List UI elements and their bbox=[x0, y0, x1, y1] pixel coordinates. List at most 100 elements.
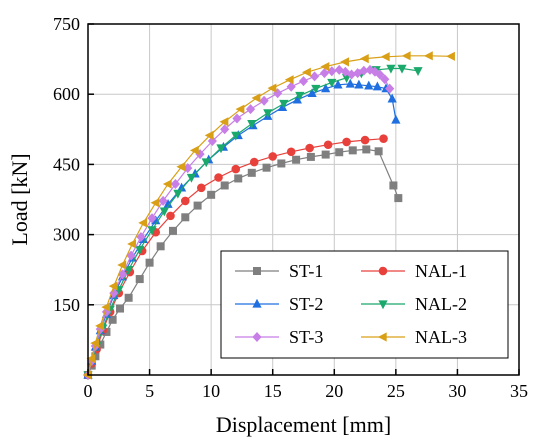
data-point-nal-3 bbox=[162, 179, 172, 189]
data-point-st-3 bbox=[220, 124, 230, 135]
legend-label-st-1: ST-1 bbox=[289, 261, 323, 281]
data-point-nal-2 bbox=[413, 67, 423, 76]
x-tick-label: 15 bbox=[264, 381, 282, 401]
data-point-st-3 bbox=[245, 104, 256, 115]
data-point-nal-2 bbox=[231, 131, 241, 141]
data-point-st-2 bbox=[277, 102, 288, 111]
data-point-st-3 bbox=[309, 71, 320, 82]
data-point-st-3 bbox=[286, 81, 296, 92]
data-point-st-2 bbox=[372, 81, 382, 91]
data-point-st-1 bbox=[394, 194, 403, 203]
data-point-nal-2 bbox=[279, 99, 289, 109]
data-point-nal-1 bbox=[360, 135, 370, 145]
data-point-st-3 bbox=[259, 95, 269, 106]
data-point-st-3 bbox=[95, 324, 105, 335]
y-tick-label: 750 bbox=[53, 14, 80, 34]
data-point-st-1 bbox=[292, 155, 301, 164]
data-point-st-1 bbox=[220, 181, 229, 190]
data-point-st-3 bbox=[207, 136, 217, 146]
legend-marker-st-2 bbox=[252, 298, 262, 308]
x-tick-label: 30 bbox=[448, 381, 466, 401]
series-nal-3 bbox=[82, 51, 455, 380]
data-point-st-3 bbox=[327, 66, 337, 77]
legend-marker-nal-3 bbox=[377, 332, 387, 342]
data-point-nal-2 bbox=[216, 144, 226, 154]
data-point-st-1 bbox=[247, 168, 256, 177]
y-tick-label: 600 bbox=[53, 84, 80, 104]
data-point-nal-2 bbox=[311, 84, 321, 94]
plot-frame bbox=[87, 23, 520, 376]
data-point-st-3 bbox=[365, 64, 375, 75]
data-point-nal-2 bbox=[201, 158, 211, 168]
legend-label-nal-2: NAL-2 bbox=[415, 294, 467, 314]
data-point-st-2 bbox=[292, 94, 302, 104]
y-tick-label: 150 bbox=[53, 295, 80, 315]
x-tick-label: 5 bbox=[145, 381, 154, 401]
legend-entry-st-3: ST-3 bbox=[235, 327, 323, 347]
data-point-st-1 bbox=[181, 213, 190, 222]
data-point-nal-3 bbox=[127, 239, 137, 249]
legend-entry-nal-2: NAL-2 bbox=[361, 294, 467, 314]
data-point-nal-3 bbox=[82, 370, 92, 380]
legend-entry-st-2: ST-2 bbox=[235, 294, 323, 314]
data-point-nal-2 bbox=[124, 266, 134, 275]
legend-entry-st-1: ST-1 bbox=[235, 261, 323, 281]
data-point-nal-3 bbox=[189, 145, 199, 155]
legend-label-nal-1: NAL-1 bbox=[415, 261, 467, 281]
data-point-nal-3 bbox=[359, 54, 369, 64]
data-point-st-1 bbox=[91, 352, 100, 361]
data-point-nal-3 bbox=[86, 354, 96, 364]
x-tick-label: 35 bbox=[510, 381, 528, 401]
data-point-nal-3 bbox=[150, 198, 160, 208]
legend: ST-1 NAL-1 ST-2 NAL-2 ST-3 NAL-3 bbox=[220, 250, 509, 359]
data-point-nal-1 bbox=[323, 140, 333, 150]
data-point-st-2 bbox=[176, 182, 187, 192]
data-point-st-1 bbox=[96, 340, 105, 349]
data-point-nal-1 bbox=[249, 157, 259, 167]
data-point-st-1 bbox=[135, 275, 144, 284]
data-point-st-3 bbox=[232, 113, 242, 124]
data-point-nal-3 bbox=[90, 338, 100, 348]
data-point-nal-3 bbox=[219, 117, 229, 127]
data-point-nal-3 bbox=[101, 302, 111, 312]
legend-entry-nal-3: NAL-3 bbox=[361, 327, 467, 347]
data-point-st-1 bbox=[335, 148, 344, 157]
legend-label-st-2: ST-2 bbox=[289, 294, 323, 314]
data-point-nal-3 bbox=[235, 104, 245, 114]
data-point-st-3 bbox=[273, 88, 283, 99]
data-point-nal-1 bbox=[196, 183, 206, 193]
data-point-st-1 bbox=[193, 201, 202, 210]
data-point-st-1 bbox=[306, 152, 315, 161]
data-point-st-1 bbox=[156, 242, 165, 251]
y-tick-label: 300 bbox=[53, 225, 80, 245]
data-point-st-1 bbox=[362, 145, 371, 154]
data-point-nal-3 bbox=[340, 57, 350, 67]
x-axis-title: Displacement [mm] bbox=[216, 412, 391, 437]
data-point-st-1 bbox=[234, 174, 243, 183]
data-point-nal-2 bbox=[397, 64, 407, 74]
data-point-nal-2 bbox=[135, 245, 145, 255]
data-point-nal-1 bbox=[342, 137, 351, 147]
data-point-st-3 bbox=[158, 195, 168, 206]
data-point-nal-2 bbox=[173, 189, 183, 199]
y-tick-label: 450 bbox=[53, 154, 80, 174]
x-tick-label: 25 bbox=[387, 381, 405, 401]
data-point-st-1 bbox=[207, 190, 216, 199]
data-point-st-1 bbox=[145, 258, 154, 267]
data-point-nal-2 bbox=[263, 109, 273, 119]
data-point-st-3 bbox=[147, 213, 157, 224]
data-point-st-1 bbox=[116, 304, 125, 313]
data-point-st-2 bbox=[387, 93, 397, 103]
legend-marker-st-1 bbox=[253, 267, 261, 275]
data-point-st-3 bbox=[109, 288, 119, 299]
data-point-nal-2 bbox=[247, 120, 257, 129]
data-point-nal-3 bbox=[95, 321, 104, 331]
legend-marker-nal-1 bbox=[378, 266, 388, 276]
data-point-nal-2 bbox=[295, 91, 305, 101]
data-point-nal-3 bbox=[401, 51, 411, 61]
data-point-st-3 bbox=[170, 179, 181, 190]
data-point-st-1 bbox=[389, 181, 398, 190]
data-point-nal-2 bbox=[186, 173, 197, 183]
data-point-st-3 bbox=[380, 74, 390, 85]
